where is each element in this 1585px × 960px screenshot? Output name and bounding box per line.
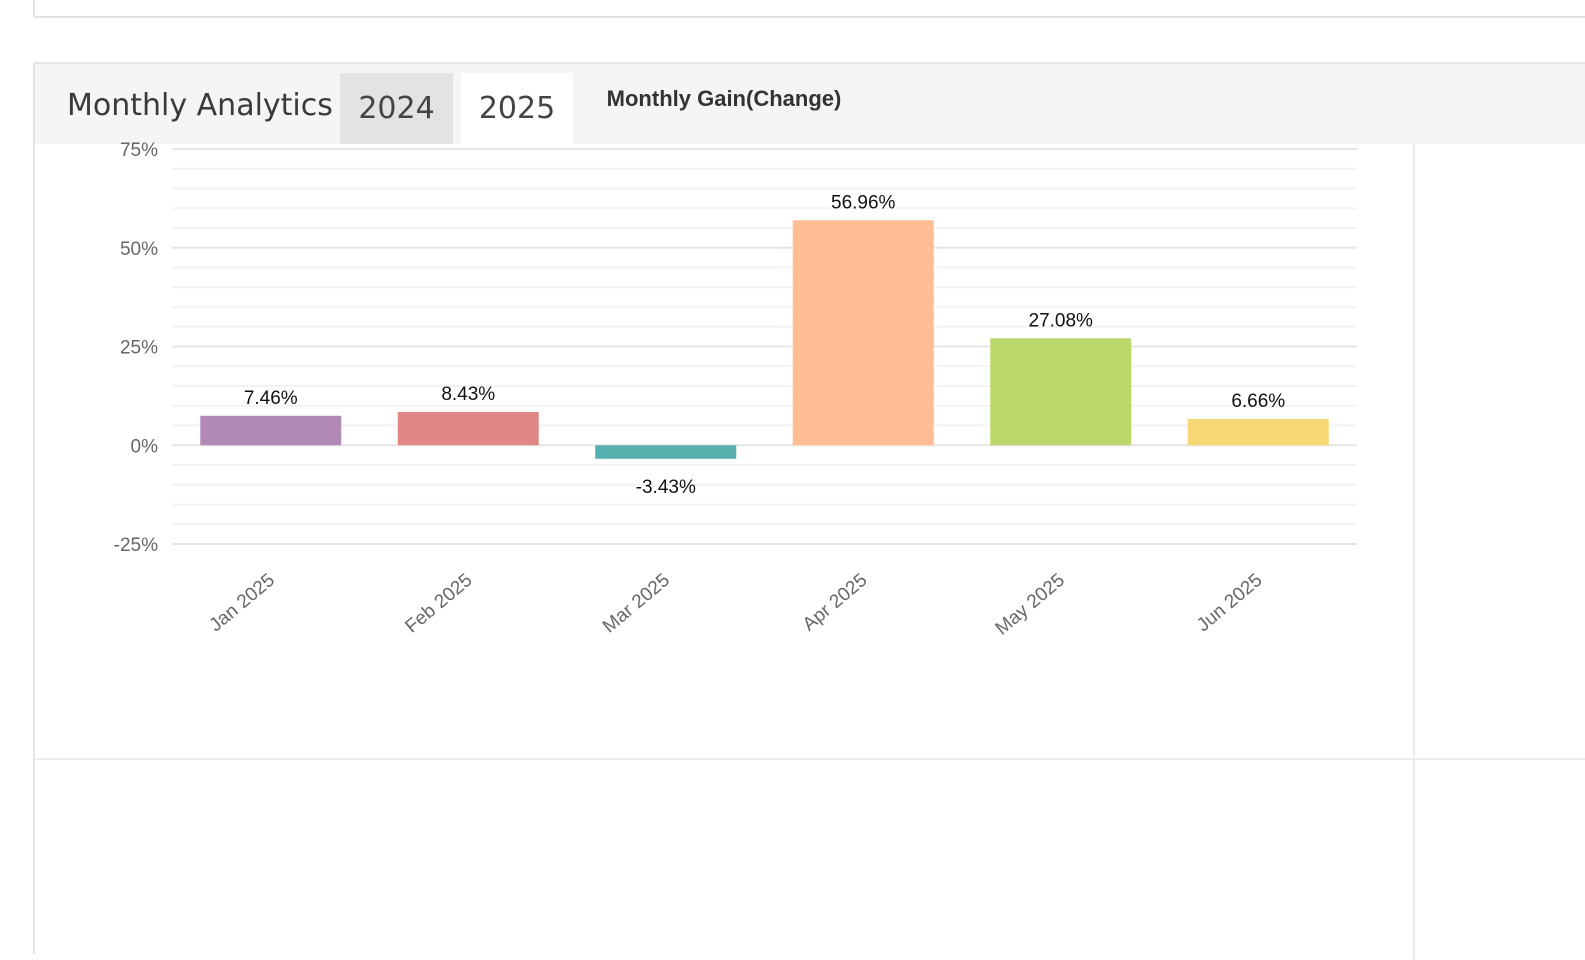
bars (200, 220, 1329, 459)
bar (1187, 418, 1329, 446)
bar (792, 220, 934, 446)
data-label: 27.08% (1029, 310, 1094, 331)
data-labels: 7.46% 8.43% -3.43% 56.96% 27.08% 6.66% (244, 192, 1285, 498)
y-axis-ticks: 75% 50% 25% 0% -25% (114, 140, 158, 556)
monthly-analytics-panel: Monthly Analytics 2024 2025 Monthly Gain… (33, 62, 1585, 960)
y-tick-label: 75% (120, 140, 158, 161)
minor-gridlines (172, 167, 1357, 526)
data-label: 8.43% (441, 384, 495, 405)
x-tick-label: Jun 2025 (1193, 570, 1266, 636)
x-tick-label: Mar 2025 (599, 570, 674, 638)
x-tick-label: May 2025 (992, 570, 1069, 640)
x-tick-label: Jan 2025 (206, 570, 279, 636)
bar (200, 415, 342, 446)
chart-title: Monthly Gain(Change) (607, 86, 842, 111)
y-tick-label: -25% (114, 535, 158, 556)
x-tick-label: Apr 2025 (799, 570, 872, 636)
tab-2024[interactable]: 2024 (340, 73, 453, 144)
y-tick-label: 50% (120, 239, 158, 260)
x-tick-label: Feb 2025 (401, 570, 476, 638)
panel-title: Monthly Analytics (67, 88, 333, 123)
x-axis-ticks: Jan 2025 Feb 2025 Mar 2025 Apr 2025 May 2025… (206, 570, 1267, 640)
data-label: 7.46% (244, 388, 298, 409)
data-label: -3.43% (636, 477, 696, 498)
bar (397, 411, 539, 446)
data-label: 6.66% (1231, 391, 1285, 412)
top-panel-edge (33, 0, 1585, 18)
data-label: 56.96% (831, 192, 896, 213)
y-tick-label: 25% (120, 338, 158, 359)
bar (595, 445, 737, 459)
panel-header: Monthly Analytics 2024 2025 (35, 64, 1585, 144)
y-tick-label: 0% (131, 436, 159, 457)
lower-cell (35, 760, 1415, 960)
side-cell (1415, 144, 1585, 760)
major-gridlines (172, 148, 1357, 545)
monthly-gain-chart: Monthly Gain(Change) 75% 50% 25% 0% -25% 7.4… (114, 86, 1357, 640)
bar (990, 338, 1132, 446)
tab-2025[interactable]: 2025 (461, 73, 573, 144)
